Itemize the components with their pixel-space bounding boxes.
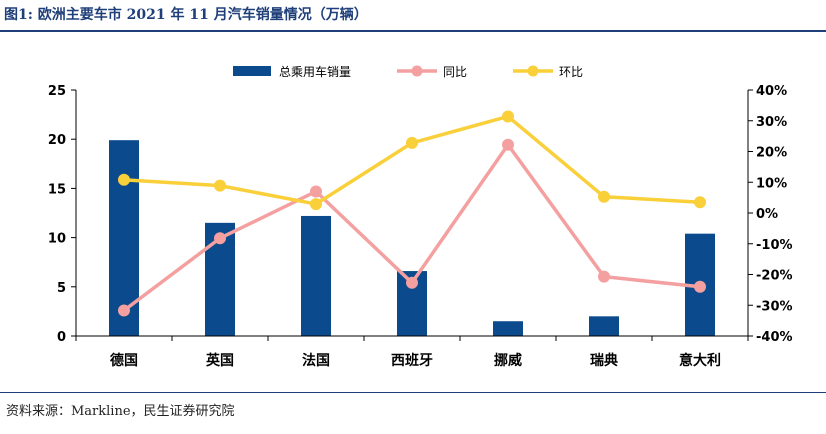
left-tick-label: 10 — [48, 232, 66, 247]
left-tick-label: 0 — [57, 330, 66, 345]
bar-series — [109, 140, 715, 336]
legend-label: 同比 — [443, 65, 467, 79]
data-point — [214, 232, 226, 245]
bar — [589, 316, 619, 336]
data-point — [406, 276, 418, 289]
data-point — [310, 198, 322, 211]
left-tick-label: 25 — [48, 84, 66, 99]
data-point — [502, 138, 514, 151]
x-tick-label: 德国 — [110, 352, 138, 369]
right-tick-label: 10% — [756, 176, 787, 191]
x-tick-label: 英国 — [205, 352, 234, 369]
legend-marker — [527, 65, 539, 77]
left-tick-label: 15 — [48, 182, 66, 197]
series-line — [123, 114, 701, 206]
data-point — [214, 179, 226, 192]
bar — [493, 321, 523, 336]
legend-swatch — [233, 66, 271, 76]
legend-label: 环比 — [559, 65, 583, 79]
legend: 总乘用车销量 同比 环比 — [233, 64, 583, 79]
legend-marker — [411, 65, 423, 77]
bar — [301, 215, 331, 336]
title-divider — [0, 30, 826, 32]
x-tick-label: 挪威 — [494, 352, 522, 369]
footer-divider — [0, 392, 826, 393]
data-point — [310, 185, 322, 198]
data-point — [502, 110, 514, 123]
data-point — [598, 190, 610, 203]
source-note: 资料来源：Markline，民生证券研究院 — [6, 404, 235, 419]
data-point — [598, 270, 610, 283]
right-tick-label: -10% — [756, 238, 793, 253]
axes: 0 5 10 15 20 25 -40% -30% -20% -10% 0% 10% 20% 30% 40%… — [48, 84, 793, 369]
data-point — [118, 304, 130, 317]
x-tick-label: 意大利 — [679, 352, 721, 369]
combo-chart: 总乘用车销量 同比 环比 0 5 10 15 20 25 -40% -30% -20% -10% 0% 1… — [48, 64, 793, 369]
right-tick-label: -30% — [756, 299, 793, 314]
right-tick-label: 0% — [756, 207, 778, 222]
x-tick-label: 法国 — [302, 352, 330, 369]
x-tick-label: 西班牙 — [391, 352, 433, 369]
right-tick-label: 40% — [756, 84, 787, 99]
line-series — [118, 110, 706, 317]
legend-label: 总乘用车销量 — [279, 64, 351, 79]
right-tick-label: 20% — [756, 146, 787, 161]
chart-title: 图1: 欧洲主要车市 2021 年 11 月汽车销量情况（万辆） — [4, 7, 368, 23]
data-point — [694, 196, 706, 209]
x-tick-label: 瑞典 — [590, 352, 618, 369]
data-point — [406, 136, 418, 149]
data-point — [118, 173, 130, 186]
left-tick-label: 20 — [48, 133, 66, 148]
data-point — [694, 280, 706, 293]
left-tick-label: 5 — [57, 281, 66, 296]
right-tick-label: 30% — [756, 115, 787, 130]
right-tick-label: -20% — [756, 269, 793, 284]
right-tick-label: -40% — [756, 330, 793, 345]
